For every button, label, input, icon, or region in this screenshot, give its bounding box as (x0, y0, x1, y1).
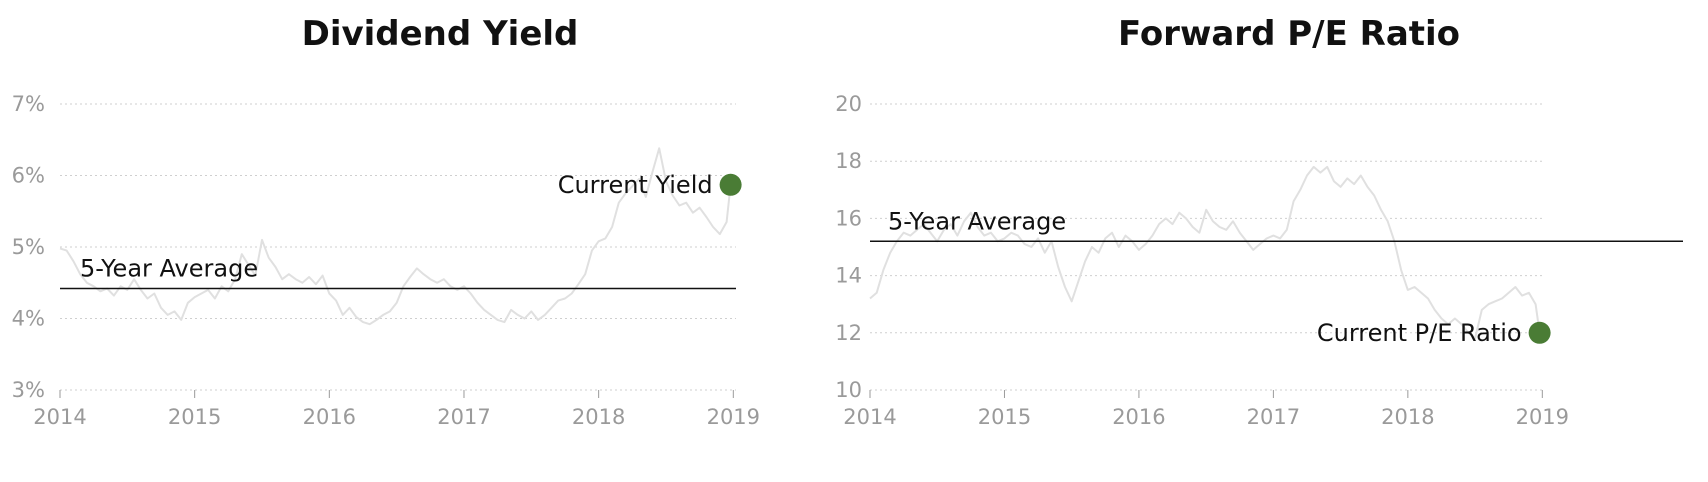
x-tick-label: 2015 (168, 405, 221, 429)
x-tick-label: 2016 (1112, 405, 1165, 429)
forward-pe-chart: 10 12 14 16 18 20 2014 2015 2016 2017 2018 2019 5-Ye… (835, 92, 1683, 429)
dividend-yield-panel: Dividend Yield 3% 4% 5% 6% 7% 2014 2015 2016 201… (0, 0, 840, 482)
x-tick-label: 2019 (707, 405, 760, 429)
x-tick-label: 2016 (303, 405, 356, 429)
x-tick-label: 2017 (437, 405, 490, 429)
x-tick-label: 2018 (572, 405, 625, 429)
x-tick-label: 2018 (1381, 405, 1434, 429)
y-tick-label: 14 (835, 264, 862, 288)
x-tick-label: 2014 (843, 405, 896, 429)
y-tick-label: 12 (835, 321, 862, 345)
y-tick-label: 18 (835, 149, 862, 173)
y-tick-label: 10 (835, 378, 862, 402)
x-tick-label: 2019 (1516, 405, 1569, 429)
y-tick-label: 3% (12, 378, 45, 402)
x-tick-label: 2017 (1247, 405, 1300, 429)
current-point (1528, 321, 1551, 344)
x-tick-label: 2014 (33, 405, 86, 429)
chart-title: Dividend Yield (301, 14, 579, 54)
forward-pe-panel: Forward P/E Ratio 10 12 14 16 18 20 2014 2015 20… (835, 0, 1708, 482)
series-line (59, 147, 732, 326)
average-label: 5-Year Average (888, 207, 1066, 235)
current-point-label: Current Yield (558, 171, 713, 199)
x-tick-label: 2015 (978, 405, 1031, 429)
current-point (719, 173, 742, 196)
y-tick-label: 5% (12, 235, 45, 259)
chart-title: Forward P/E Ratio (1117, 14, 1461, 54)
dividend-yield-chart: 3% 4% 5% 6% 7% 2014 2015 2016 2017 2018 2019 5-Year… (12, 92, 760, 429)
y-tick-label: 20 (835, 92, 862, 116)
y-tick-label: 7% (12, 92, 45, 116)
y-tick-label: 16 (835, 206, 862, 230)
average-label: 5-Year Average (80, 254, 258, 282)
y-tick-label: 4% (12, 307, 45, 331)
current-point-label: Current P/E Ratio (1317, 319, 1522, 347)
y-tick-label: 6% (12, 164, 45, 188)
series-line (869, 165, 1541, 340)
